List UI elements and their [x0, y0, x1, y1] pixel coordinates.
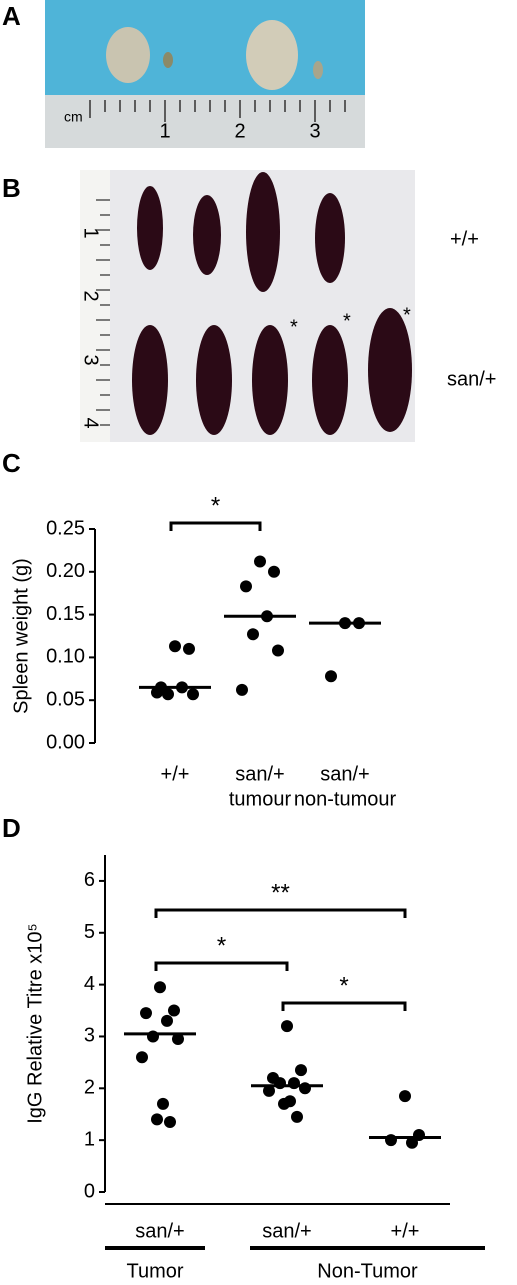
point: [161, 1014, 173, 1027]
ruler-label: 3: [80, 354, 102, 365]
point: [399, 1090, 411, 1103]
marker: *: [290, 316, 298, 338]
point: [281, 1020, 293, 1033]
point: [268, 565, 280, 578]
point: [151, 686, 163, 699]
x-tick-label: non-tumour: [294, 788, 397, 810]
y-tick-label: 0.00: [46, 731, 85, 753]
bracket: [154, 908, 407, 918]
y-tick-label: 6: [84, 869, 95, 891]
point: [183, 642, 195, 655]
point: [247, 628, 259, 641]
ruler-label: 1: [159, 120, 170, 142]
point: [291, 1110, 303, 1123]
point: [157, 1097, 169, 1110]
significance: *: [217, 932, 226, 959]
point: [151, 1113, 163, 1126]
x-tick-label: san/+: [135, 1220, 184, 1242]
x-tick-label: san/+: [262, 1220, 311, 1242]
y-tick-label: 0.25: [46, 517, 85, 539]
point: [263, 1084, 275, 1097]
marker: *: [343, 310, 351, 332]
point: [272, 644, 284, 657]
point: [136, 1051, 148, 1064]
group-label: Non-Tumor: [317, 1260, 418, 1280]
ruler-label: 1: [80, 227, 102, 238]
y-tick-label: 3: [84, 1025, 95, 1047]
panel-label: D: [2, 813, 21, 843]
significance: **: [271, 879, 290, 906]
group-label: Tumor: [126, 1260, 183, 1280]
y-tick-label: 2: [84, 1077, 95, 1099]
point: [236, 683, 248, 696]
point: [385, 1134, 397, 1147]
point: [288, 1077, 300, 1090]
bracket: [154, 961, 289, 971]
point: [295, 1064, 307, 1077]
point: [169, 640, 181, 653]
point: [172, 1033, 184, 1046]
x-tick-label: tumour: [229, 788, 292, 810]
point: [325, 670, 337, 683]
x-tick-label: +/+: [161, 763, 190, 785]
y-axis-label: Spleen weight (g): [10, 558, 32, 714]
point: [406, 1136, 418, 1149]
point: [164, 1116, 176, 1129]
y-tick-label: 1: [84, 1128, 95, 1150]
bracket: [281, 1001, 407, 1011]
panel-label: B: [2, 173, 21, 203]
photo-a: cm 1 2 3: [45, 0, 365, 148]
point: [274, 1077, 286, 1090]
x-tick-label: +/+: [391, 1220, 420, 1242]
y-axis-label: IgG Relative Titre x10⁵: [24, 923, 46, 1124]
photo-b: 1 2 3 4 * * *: [80, 170, 415, 442]
marker: *: [403, 304, 411, 326]
point: [162, 688, 174, 701]
point: [278, 1097, 290, 1110]
row-label: san/+: [447, 368, 496, 390]
y-tick-label: 0: [84, 1180, 95, 1202]
point: [168, 1004, 180, 1017]
point: [187, 688, 199, 701]
point: [254, 555, 266, 568]
ruler-label: cm: [64, 109, 83, 125]
bracket: [169, 521, 262, 531]
point: [240, 580, 252, 593]
row-label: +/+: [450, 228, 479, 250]
ruler-label: 2: [80, 290, 102, 301]
y-tick-label: 4: [84, 973, 95, 995]
panel-label: C: [2, 448, 21, 478]
point: [140, 1007, 152, 1020]
y-tick-label: 0.15: [46, 603, 85, 625]
point: [299, 1082, 311, 1095]
ruler-label: 2: [234, 120, 245, 142]
ruler-label: 4: [80, 417, 102, 428]
significance: *: [211, 492, 220, 519]
y-tick-label: 5: [84, 921, 95, 943]
y-tick-label: 0.10: [46, 646, 85, 668]
x-tick-label: san/+: [320, 763, 369, 785]
y-tick-label: 0.05: [46, 688, 85, 710]
x-tick-label: san/+: [235, 763, 284, 785]
point: [154, 981, 166, 994]
y-tick-label: 0.20: [46, 560, 85, 582]
panel-label: A: [2, 1, 21, 31]
significance: *: [339, 972, 348, 999]
ruler-label: 3: [309, 120, 320, 142]
point: [147, 1030, 159, 1043]
